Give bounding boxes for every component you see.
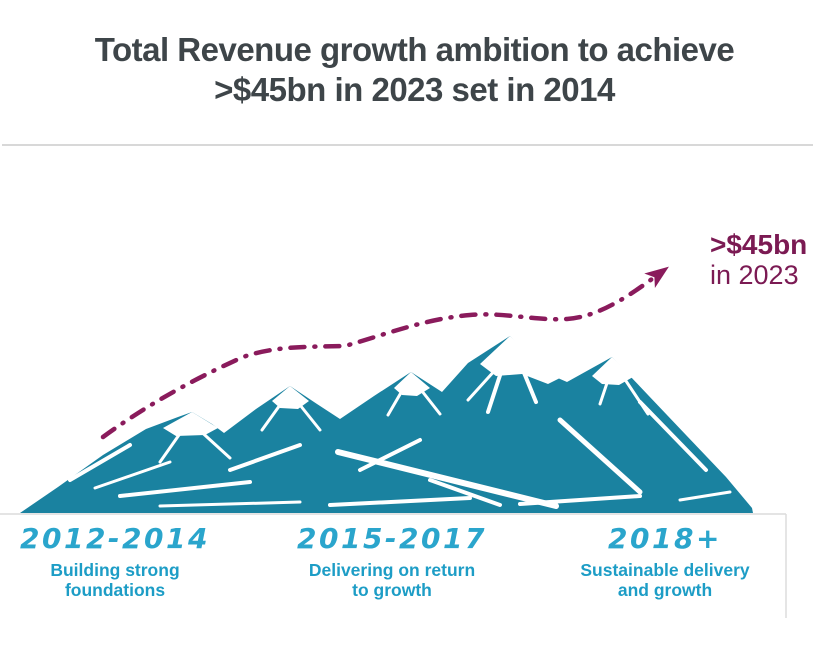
phase-group-2018plus: 2018+ Sustainable delivery and growth — [560, 521, 770, 600]
phase-label-line1: Building strong — [50, 560, 180, 580]
phase-group-2015-2017: 2015-2017 Delivering on return to growth — [287, 521, 497, 600]
phase-years: 2015-2017 — [297, 522, 487, 555]
phase-label-line2: and growth — [617, 580, 713, 600]
phase-group-2012-2014: 2012-2014 Building strong foundations — [10, 521, 220, 600]
phase-years: 2018+ — [608, 522, 722, 555]
mountain-silhouette — [20, 336, 753, 513]
phase-label: Delivering on return to growth — [287, 560, 497, 600]
goal-value: >$45bn — [710, 229, 808, 260]
phase-label: Building strong foundations — [10, 560, 220, 600]
snow-details — [68, 336, 732, 509]
growth-trend-arrow-icon — [100, 266, 669, 440]
phase-label-line2: foundations — [64, 580, 166, 600]
phase-label: Sustainable delivery and growth — [560, 560, 770, 600]
panel-border — [0, 513, 787, 618]
phase-label-line1: Sustainable delivery — [580, 560, 750, 580]
title-divider — [2, 144, 813, 146]
page-title-line1: Total Revenue growth ambition to achieve — [94, 31, 735, 68]
phase-label-line2: to growth — [352, 580, 432, 600]
phase-years: 2012-2014 — [20, 522, 210, 555]
page-title-line2: >$45bn in 2023 set in 2014 — [214, 71, 615, 108]
goal-timeframe: in 2023 — [710, 260, 799, 290]
page-title: Total Revenue growth ambition to achieve… — [0, 30, 829, 110]
goal-annotation: >$45bn in 2023 — [710, 229, 807, 291]
phase-label-line1: Delivering on return — [308, 560, 476, 580]
